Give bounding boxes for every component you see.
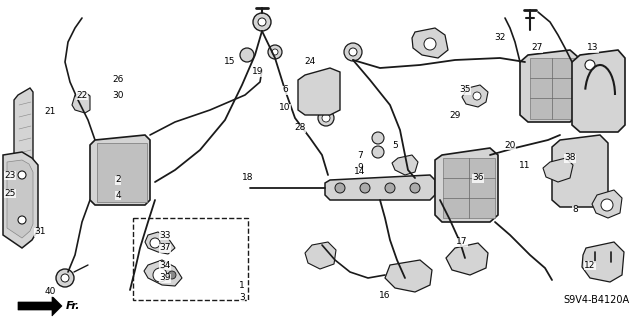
Polygon shape xyxy=(72,92,90,113)
Polygon shape xyxy=(582,242,624,282)
Circle shape xyxy=(240,48,254,62)
Circle shape xyxy=(18,171,26,179)
Circle shape xyxy=(268,45,282,59)
Circle shape xyxy=(385,183,395,193)
Circle shape xyxy=(372,146,384,158)
Text: 24: 24 xyxy=(305,57,316,66)
Text: 4: 4 xyxy=(115,190,121,199)
Polygon shape xyxy=(3,152,38,248)
Text: 14: 14 xyxy=(355,167,365,176)
Polygon shape xyxy=(552,135,608,207)
Polygon shape xyxy=(144,260,182,286)
Circle shape xyxy=(272,49,278,55)
Text: 9: 9 xyxy=(357,164,363,173)
Text: 23: 23 xyxy=(4,170,16,180)
Text: 38: 38 xyxy=(564,153,576,162)
Text: 36: 36 xyxy=(472,174,484,182)
Circle shape xyxy=(372,132,384,144)
Polygon shape xyxy=(7,160,33,238)
Circle shape xyxy=(253,13,271,31)
Text: 7: 7 xyxy=(357,151,363,160)
Text: 17: 17 xyxy=(456,238,468,247)
Polygon shape xyxy=(90,135,150,205)
Circle shape xyxy=(424,38,436,50)
Text: 11: 11 xyxy=(519,160,531,169)
Text: 30: 30 xyxy=(112,91,124,100)
Text: 16: 16 xyxy=(380,291,391,300)
Circle shape xyxy=(601,199,613,211)
Text: 26: 26 xyxy=(112,76,124,85)
Circle shape xyxy=(360,183,370,193)
Circle shape xyxy=(349,48,357,56)
Circle shape xyxy=(56,269,74,287)
Polygon shape xyxy=(305,242,336,269)
Polygon shape xyxy=(392,155,418,175)
Text: 8: 8 xyxy=(572,205,578,214)
Polygon shape xyxy=(572,50,625,132)
Text: 29: 29 xyxy=(449,110,461,120)
Polygon shape xyxy=(543,158,573,182)
Text: 25: 25 xyxy=(4,189,16,197)
Text: 39: 39 xyxy=(159,273,171,283)
Circle shape xyxy=(168,271,176,279)
Circle shape xyxy=(322,114,330,122)
Text: 27: 27 xyxy=(531,43,543,53)
Text: 22: 22 xyxy=(76,91,88,100)
Text: 31: 31 xyxy=(35,227,45,236)
Circle shape xyxy=(473,92,481,100)
Polygon shape xyxy=(446,243,488,275)
Text: 12: 12 xyxy=(584,261,596,270)
Polygon shape xyxy=(520,50,578,122)
Circle shape xyxy=(150,238,160,248)
Polygon shape xyxy=(412,28,448,58)
Circle shape xyxy=(585,60,595,70)
Text: 35: 35 xyxy=(460,85,471,94)
Polygon shape xyxy=(385,260,432,292)
Polygon shape xyxy=(18,296,62,316)
Polygon shape xyxy=(298,68,340,115)
Circle shape xyxy=(153,268,167,282)
Text: 19: 19 xyxy=(252,68,264,77)
Text: 32: 32 xyxy=(494,33,506,42)
Text: 3: 3 xyxy=(239,293,245,302)
Text: 1: 1 xyxy=(239,280,245,290)
Bar xyxy=(530,58,575,119)
Text: 13: 13 xyxy=(588,43,599,53)
Circle shape xyxy=(335,183,345,193)
Polygon shape xyxy=(325,175,435,200)
Bar xyxy=(97,143,147,202)
Polygon shape xyxy=(145,232,175,254)
Text: 34: 34 xyxy=(159,261,171,270)
Text: 33: 33 xyxy=(159,231,171,240)
Circle shape xyxy=(344,43,362,61)
Polygon shape xyxy=(435,148,498,222)
Text: 18: 18 xyxy=(243,174,253,182)
Text: Fr.: Fr. xyxy=(66,301,81,311)
Text: S9V4-B4120A: S9V4-B4120A xyxy=(564,295,630,305)
Text: 40: 40 xyxy=(44,287,56,296)
Polygon shape xyxy=(14,88,33,200)
Polygon shape xyxy=(592,190,622,218)
Circle shape xyxy=(318,110,334,126)
Circle shape xyxy=(18,216,26,224)
Bar xyxy=(133,218,248,300)
Text: 21: 21 xyxy=(44,108,56,116)
Text: 5: 5 xyxy=(392,140,398,150)
Text: 2: 2 xyxy=(115,175,121,184)
Bar xyxy=(443,158,495,218)
Text: 37: 37 xyxy=(159,243,171,253)
Circle shape xyxy=(61,274,69,282)
Circle shape xyxy=(258,18,266,26)
Text: 15: 15 xyxy=(224,57,236,66)
Text: 10: 10 xyxy=(279,103,291,113)
Circle shape xyxy=(410,183,420,193)
Text: 20: 20 xyxy=(504,140,516,150)
Polygon shape xyxy=(462,85,488,107)
Text: 28: 28 xyxy=(294,123,306,132)
Text: 6: 6 xyxy=(282,85,288,94)
